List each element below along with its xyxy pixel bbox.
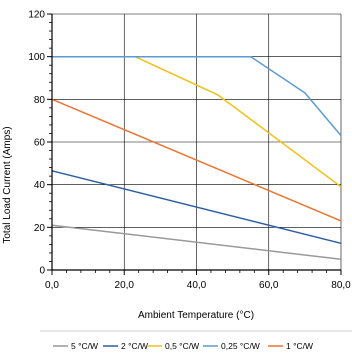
legend-label: 5 °C/W bbox=[71, 341, 98, 351]
series-line bbox=[51, 170, 342, 245]
legend-label: 1 °C/W bbox=[286, 341, 313, 351]
legend-label: 2 °C/W bbox=[121, 341, 148, 351]
y-tick-label: 80 bbox=[34, 95, 46, 106]
series-line bbox=[51, 98, 342, 222]
legend-label: 0,5 °C/W bbox=[165, 341, 199, 351]
y-tick-label: 0 bbox=[39, 266, 45, 277]
y-tick-label: 100 bbox=[28, 52, 45, 63]
y-axis-title: Total Load Current (Amps) bbox=[2, 126, 13, 243]
series-lines bbox=[51, 55, 342, 261]
y-tick-label: 40 bbox=[34, 180, 46, 191]
y-tick-label: 20 bbox=[34, 223, 46, 234]
x-tick-label: 0,0 bbox=[45, 280, 59, 291]
x-axis-title: Ambient Temperature (°C) bbox=[138, 310, 254, 321]
y-tick-labels: 0 20 40 60 80 100 120 bbox=[28, 10, 45, 277]
tick-marks bbox=[47, 13, 342, 275]
x-tick-label: 60,0 bbox=[259, 280, 279, 291]
series-line bbox=[52, 55, 342, 137]
series-line bbox=[51, 224, 342, 261]
x-tick-label: 40,0 bbox=[187, 280, 207, 291]
x-tick-labels: 0,0 20,0 40,0 60,0 80,0 bbox=[45, 280, 351, 291]
legend: 5 °C/W 2 °C/W 0,5 °C/W 0,25 °C/W 1 °C/W bbox=[53, 341, 313, 351]
y-tick-label: 120 bbox=[28, 10, 45, 21]
y-tick-label: 60 bbox=[34, 138, 46, 149]
legend-label: 0,25 °C/W bbox=[221, 341, 260, 351]
x-tick-label: 80,0 bbox=[331, 280, 351, 291]
x-tick-label: 20,0 bbox=[115, 280, 135, 291]
